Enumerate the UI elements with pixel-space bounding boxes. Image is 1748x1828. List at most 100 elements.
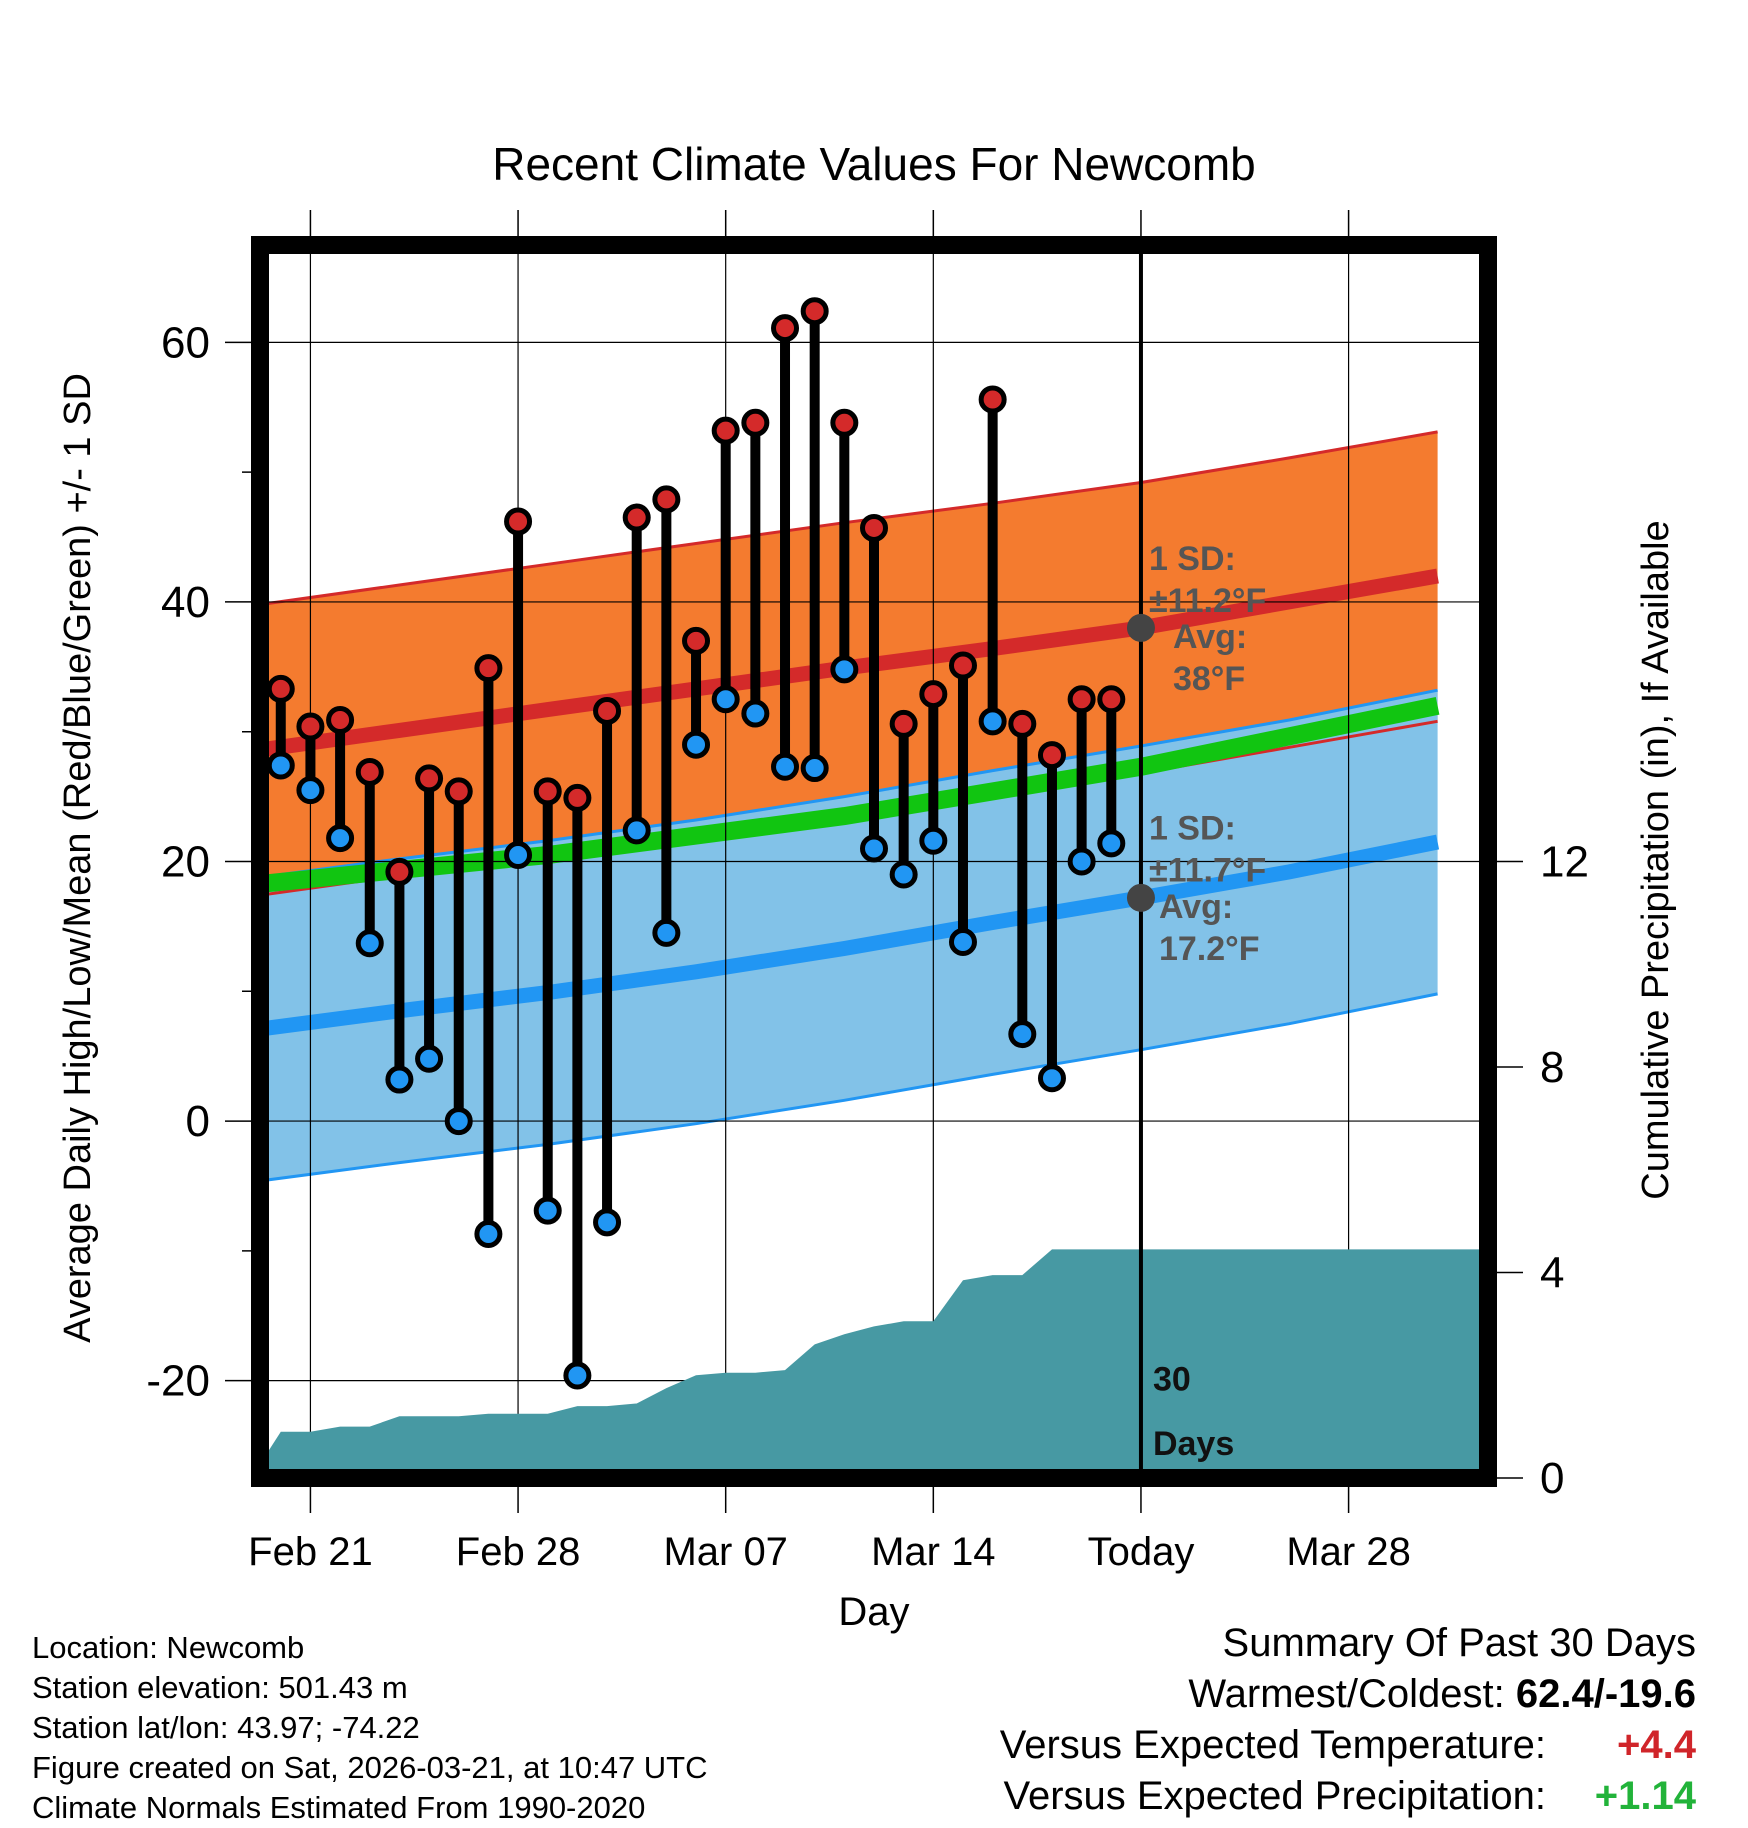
x-tick-label-5: Mar 28	[1286, 1530, 1411, 1574]
plot-content	[260, 245, 1488, 1478]
low-avg-label: Avg:	[1159, 888, 1233, 926]
station-info: Location: Newcomb Station elevation: 501…	[32, 1628, 708, 1828]
x-tick-label-1: Feb 28	[456, 1530, 581, 1574]
daily-low-point	[919, 826, 948, 855]
daily-low-point	[830, 655, 859, 684]
daily-low-point	[593, 1208, 622, 1237]
daily-high-point	[800, 297, 829, 326]
elevation-text: Station elevation: 501.43 m	[32, 1670, 408, 1705]
daily-low-point	[415, 1044, 444, 1073]
daily-low-point	[622, 816, 651, 845]
summary-temp: Versus Expected Temperature: +4.4	[1000, 1720, 1696, 1771]
precip-area	[260, 1249, 1488, 1478]
y-axis-label: Average Daily High/Low/Mean (Red/Blue/Gr…	[57, 373, 99, 1343]
daily-high-point	[948, 651, 977, 680]
daily-low-point	[533, 1196, 562, 1225]
daily-low-point	[1008, 1020, 1037, 1049]
daily-high-point	[919, 680, 948, 709]
daily-low-point	[771, 752, 800, 781]
x-tick-label-0: Feb 21	[248, 1530, 373, 1574]
daily-low-point	[1037, 1064, 1066, 1093]
x-tick-label-3: Mar 14	[871, 1530, 996, 1574]
daily-high-point	[385, 857, 414, 886]
high-sd-label: 1 SD:	[1149, 540, 1236, 578]
daily-high-point	[1037, 741, 1066, 770]
daily-high-point	[326, 706, 355, 735]
normal-mean-line	[260, 696, 1440, 894]
normal-low-band	[260, 690, 1438, 1181]
summary-precip: Versus Expected Precipitation: +1.14	[1000, 1771, 1696, 1822]
y-tick-label-2: 20	[161, 838, 210, 887]
daily-low-point	[296, 776, 325, 805]
daily-high-point	[682, 626, 711, 655]
daily-high-point	[474, 654, 503, 683]
chart-title: Recent Climate Values For Newcomb	[492, 138, 1256, 190]
daily-high-point	[355, 757, 384, 786]
daily-high-point	[266, 674, 295, 703]
low-avg-value: 17.2°F	[1159, 930, 1260, 968]
daily-low-point	[1097, 829, 1126, 858]
x-tick-label-4: Today	[1088, 1530, 1195, 1574]
x-tick-label-2: Mar 07	[663, 1530, 788, 1574]
summary-panel: Summary Of Past 30 Days Warmest/Coldest:…	[1000, 1618, 1696, 1822]
daily-high-point	[1067, 685, 1096, 714]
y-tick-label-1: 0	[186, 1097, 210, 1146]
daily-high-point	[563, 783, 592, 812]
daily-high-point	[711, 416, 740, 445]
location-text: Location: Newcomb	[32, 1630, 305, 1665]
daily-high-point	[444, 777, 473, 806]
daily-low-point	[266, 751, 295, 780]
normal-low-lower-edge	[260, 992, 1438, 1183]
daily-high-point	[860, 513, 888, 542]
daily-low-point	[948, 927, 977, 956]
daily-low-point	[652, 918, 681, 947]
normal-low-today-marker	[1126, 883, 1155, 912]
summary-title: Summary Of Past 30 Days	[1222, 1621, 1696, 1665]
high-avg-value: 38°F	[1173, 660, 1245, 698]
precip-label: Versus Expected Precipitation:	[1003, 1774, 1546, 1818]
created-text: Figure created on Sat, 2026-03-21, at 10…	[32, 1750, 708, 1785]
daily-high-point	[1097, 685, 1126, 714]
daily-high-point	[741, 408, 770, 437]
daily-high-point	[830, 408, 859, 437]
y2-axis-label: Cumulative Precipitation (in), If Availa…	[1635, 520, 1677, 1199]
daily-low-point	[800, 754, 829, 783]
temp-value: +4.4	[1617, 1723, 1696, 1767]
daily-high-point	[1008, 709, 1037, 738]
daily-low-point	[711, 685, 740, 714]
daily-low-point	[1067, 847, 1096, 876]
y2-tick-label-0: 0	[1540, 1454, 1564, 1503]
y2-tick-label-2: 8	[1540, 1043, 1564, 1092]
daily-low-point	[326, 824, 355, 853]
daily-low-point	[978, 707, 1007, 736]
daily-high-point	[593, 696, 622, 725]
daily-low-point	[889, 860, 918, 889]
normal-low-line	[260, 834, 1440, 1037]
daily-low-point	[504, 841, 533, 870]
y-tick-label-0: -20	[146, 1357, 210, 1406]
daily-low-point	[474, 1219, 503, 1248]
warmest-coldest-label: Warmest/Coldest:	[1188, 1672, 1505, 1716]
y-tick-label-4: 60	[161, 318, 210, 367]
y-tick-label-3: 40	[161, 578, 210, 627]
daily-high-point	[504, 507, 533, 536]
precip-value: +1.14	[1594, 1774, 1696, 1818]
daily-high-point	[978, 385, 1007, 414]
daily-high-point	[415, 764, 444, 793]
daily-low-point	[444, 1107, 473, 1136]
temp-label: Versus Expected Temperature:	[999, 1723, 1546, 1767]
y2-tick-label-3: 12	[1540, 838, 1589, 887]
daily-high-point	[889, 709, 918, 738]
axes: Feb 21 Feb 28 Mar 07 Mar 14 Today Mar 28 -20 0 2…	[146, 210, 1589, 1574]
daily-high-point	[652, 485, 681, 514]
high-avg-label: Avg:	[1173, 618, 1247, 656]
x-axis-label: Day	[838, 1590, 909, 1634]
y2-tick-label-1: 4	[1540, 1249, 1564, 1298]
window-label-days: Days	[1153, 1425, 1234, 1463]
daily-low-point	[355, 929, 384, 958]
daily-high-point	[296, 712, 325, 741]
normals-text: Climate Normals Estimated From 1990-2020	[32, 1790, 646, 1825]
window-label-count: 30	[1153, 1361, 1191, 1399]
